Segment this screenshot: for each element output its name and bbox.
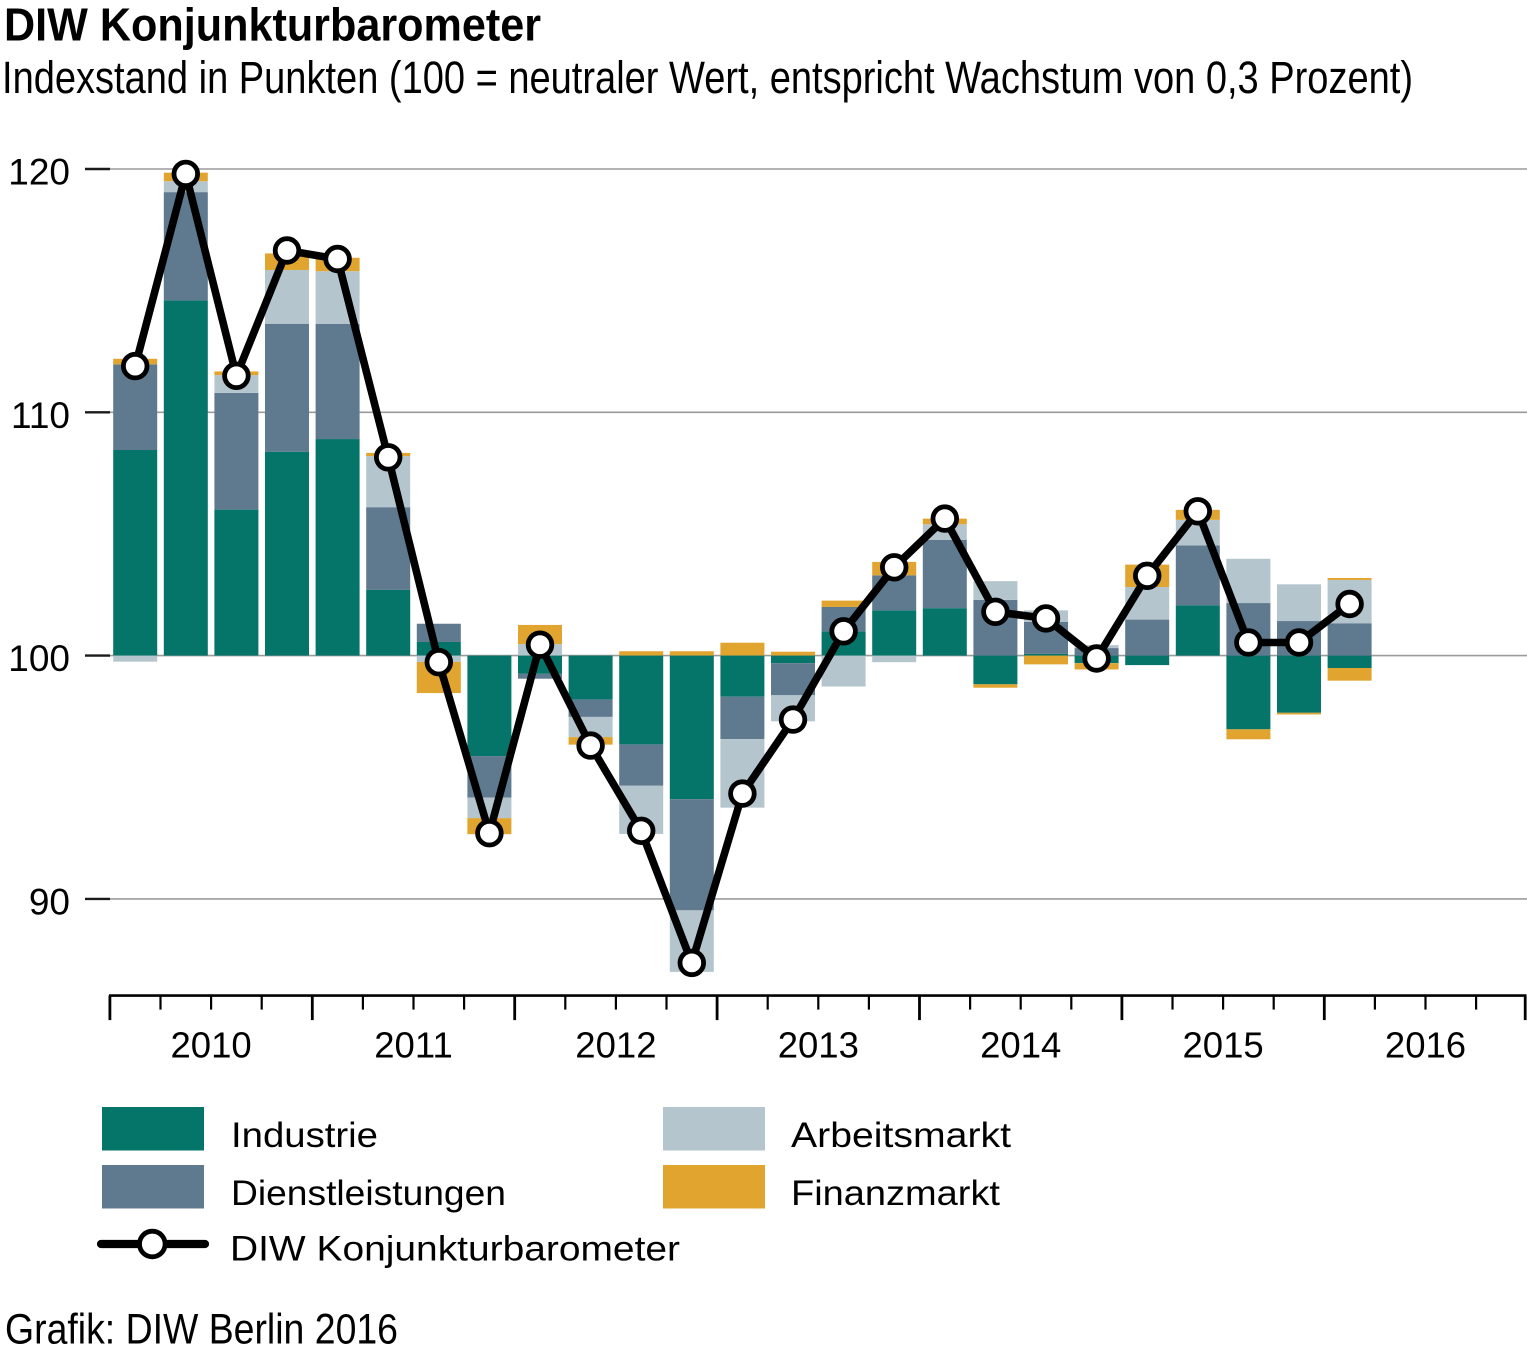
svg-text:DIW Konjunkturbarometer: DIW Konjunkturbarometer bbox=[230, 1230, 680, 1269]
svg-text:Finanzmarkt: Finanzmarkt bbox=[791, 1174, 1000, 1213]
svg-text:120: 120 bbox=[8, 152, 70, 193]
svg-text:2014: 2014 bbox=[980, 1024, 1061, 1065]
svg-text:90: 90 bbox=[29, 881, 70, 922]
svg-text:2015: 2015 bbox=[1182, 1024, 1263, 1065]
svg-text:2013: 2013 bbox=[778, 1024, 859, 1065]
svg-text:Grafik: DIW Berlin 2016: Grafik: DIW Berlin 2016 bbox=[5, 1307, 398, 1354]
svg-text:Indexstand in Punkten (100 = n: Indexstand in Punkten (100 = neutraler W… bbox=[2, 52, 1413, 103]
svg-text:Industrie: Industrie bbox=[231, 1116, 378, 1155]
svg-text:Arbeitsmarkt: Arbeitsmarkt bbox=[791, 1116, 1011, 1155]
svg-text:2016: 2016 bbox=[1385, 1024, 1466, 1065]
svg-text:2011: 2011 bbox=[374, 1024, 453, 1065]
svg-text:100: 100 bbox=[8, 638, 70, 679]
svg-text:110: 110 bbox=[11, 395, 70, 436]
svg-text:2012: 2012 bbox=[575, 1024, 656, 1065]
svg-text:2010: 2010 bbox=[170, 1024, 251, 1065]
svg-text:Dienstleistungen: Dienstleistungen bbox=[231, 1174, 506, 1213]
svg-text:DIW Konjunkturbarometer: DIW Konjunkturbarometer bbox=[4, 0, 541, 51]
